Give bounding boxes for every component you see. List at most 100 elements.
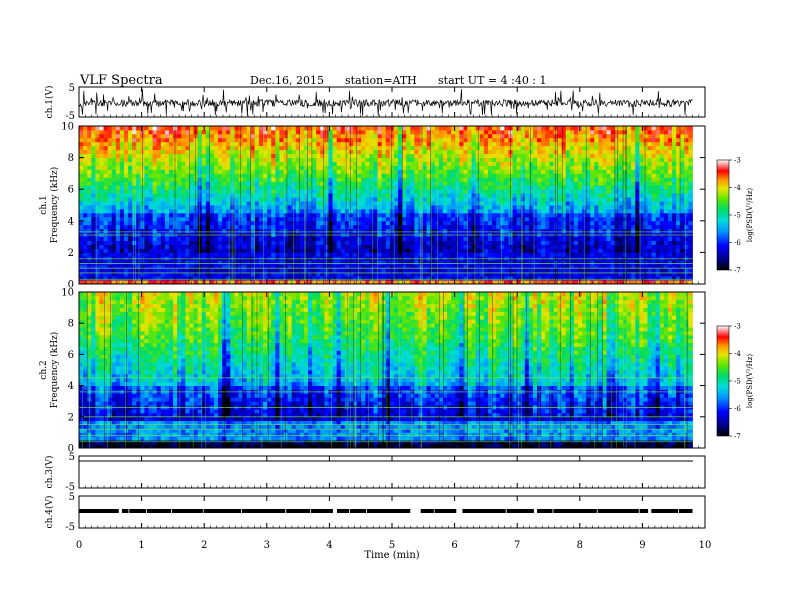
spectrogram-cell [684, 252, 689, 257]
spectrogram-cell [222, 208, 227, 214]
spectrogram-cell [123, 149, 129, 155]
spectrogram-cell [639, 244, 644, 249]
spectrogram-cell [406, 208, 411, 214]
spectrogram-cell [402, 173, 407, 178]
spectrogram-cell [144, 169, 149, 174]
spectrogram-cell [410, 272, 415, 277]
spectrogram-cell [263, 264, 268, 269]
spectrogram-cell [250, 280, 256, 284]
spectrogram-cell [164, 201, 170, 206]
spectrogram-cell [83, 264, 88, 269]
spectrogram-cell [218, 189, 223, 194]
spectrogram-cell [181, 268, 186, 273]
spectrogram-cell [91, 193, 96, 198]
spectrogram-cell [168, 177, 174, 182]
spectrogram-cell [410, 177, 415, 182]
spectrogram-cell [128, 169, 133, 174]
spectrogram-cell [557, 189, 562, 194]
spectrogram-cell [688, 208, 693, 214]
spectrogram-cell [361, 240, 366, 245]
spectrogram-cell [226, 173, 231, 178]
spectrogram-cell [459, 212, 464, 218]
spectrogram-cell [381, 177, 387, 182]
spectrogram-cell [361, 228, 366, 234]
spectrogram-cell [99, 197, 104, 202]
spectrogram-cell [181, 165, 186, 170]
spectrogram-cell [107, 185, 113, 190]
spectrogram-cell [152, 201, 158, 206]
spectrogram-cell [594, 252, 599, 257]
spectrogram-cell [508, 153, 513, 158]
spectrogram-cell [647, 280, 652, 284]
spectrogram-cell [508, 177, 513, 182]
spectrogram-cell [168, 236, 174, 241]
spectrogram-cell [577, 264, 583, 269]
spectrogram-cell [332, 252, 338, 257]
spectrogram-cell [279, 185, 284, 190]
spectrogram-cell [254, 228, 260, 234]
spectrogram-cell [156, 276, 162, 281]
spectrogram-cell [267, 185, 272, 190]
spectrogram-cell [99, 244, 104, 249]
spectrogram-cell [267, 201, 272, 206]
spectrogram-cell [328, 205, 333, 210]
spectrogram-cell [373, 236, 378, 241]
spectrogram-cell [500, 252, 505, 257]
spectrogram-cell [573, 252, 579, 257]
spectrogram-cell [173, 244, 178, 249]
spectrogram-cell [545, 268, 550, 273]
spectrogram-cell [680, 280, 685, 284]
spectrogram-cell [348, 161, 354, 166]
spectrogram-cell [381, 252, 387, 257]
spectrogram-cell [365, 181, 370, 186]
spectrogram-cell [479, 153, 485, 158]
spectrogram-cell [479, 224, 485, 230]
spectrogram-cell [115, 252, 121, 257]
spectrogram-cell [500, 272, 505, 277]
spectrogram-cell [152, 189, 158, 194]
spectrogram-cell [385, 208, 391, 214]
spectrogram-cell [205, 252, 211, 257]
spectrogram-cell [250, 193, 256, 198]
spectrogram-cell [389, 165, 395, 170]
spectrogram-cell [635, 240, 640, 245]
spectrogram-cell [320, 244, 325, 249]
spectrogram-cell [500, 264, 505, 269]
spectrogram-cell [275, 248, 280, 253]
spectrogram-cell [561, 272, 567, 277]
spectrogram-cell [487, 157, 493, 162]
spectrogram-cell [332, 153, 338, 158]
spectrogram-cell [573, 173, 579, 178]
spectrogram-cell [537, 236, 542, 241]
spectrogram-cell [606, 185, 612, 190]
spectrogram-cell [410, 161, 415, 166]
spectrogram-cell [328, 197, 333, 202]
spectrogram-cell [577, 220, 583, 226]
spectrogram-cell [246, 185, 252, 190]
spectrogram-cell [168, 173, 174, 178]
spectrogram-cell [312, 201, 317, 206]
spectrogram-cell [168, 276, 174, 281]
spectrogram-cell [373, 252, 378, 257]
spectrogram-cell [328, 268, 333, 273]
spectrogram-cell [672, 244, 677, 249]
spectrogram-cell [635, 268, 640, 273]
spectrogram-cell [545, 260, 550, 265]
spectrogram-cell [83, 248, 88, 253]
spectrogram-cell [508, 272, 513, 277]
spectrogram-cell [438, 181, 444, 186]
spectrogram-cell [643, 220, 648, 226]
spectrogram-cell [614, 268, 620, 273]
spectrogram-cell [275, 252, 280, 257]
spectrogram-cell [443, 228, 448, 234]
spectrogram-cell [406, 193, 411, 198]
spectrogram-cell [508, 252, 513, 257]
spectrogram-cell [389, 208, 395, 214]
spectrogram-cell [651, 216, 657, 222]
spectrogram-cell [173, 272, 178, 277]
spectrogram-cell [222, 212, 227, 218]
spectrogram-cell [541, 244, 546, 249]
spectrogram-cell [655, 193, 661, 198]
spectrogram-cell [111, 193, 117, 198]
spectrogram-cell [672, 272, 677, 277]
